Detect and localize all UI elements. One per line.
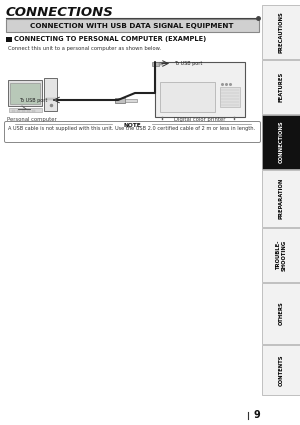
Text: FEATURES: FEATURES [278,72,284,102]
Bar [262,5,300,59]
Bar [262,170,300,227]
Text: CONNECTION WITH USB DATA SIGNAL EQUIPMENT: CONNECTION WITH USB DATA SIGNAL EQUIPMEN… [30,23,234,28]
Text: Digital color printer: Digital color printer [174,117,226,122]
Bar [262,283,300,344]
Bar [262,228,300,282]
Bar [10,83,40,104]
Bar [22,110,25,111]
Bar [27,110,30,111]
Bar [12,110,15,111]
Text: To USB port: To USB port [19,97,47,102]
Bar [44,78,57,111]
FancyBboxPatch shape [4,122,260,142]
Bar [152,62,159,66]
Bar [6,19,259,32]
Bar [115,97,125,102]
Text: NOTE: NOTE [123,123,141,128]
Text: OTHERS: OTHERS [278,302,284,326]
Text: TROUBLE-
SHOOTING: TROUBLE- SHOOTING [276,239,286,271]
Text: To USB port: To USB port [174,60,203,65]
Text: CONNECTING TO PERSONAL COMPUTER (EXAMPLE): CONNECTING TO PERSONAL COMPUTER (EXAMPLE… [14,36,206,42]
Bar [262,115,300,169]
Bar [6,37,11,42]
Text: CONTENTS: CONTENTS [278,354,284,386]
Bar [9,108,42,112]
Bar [262,60,300,114]
Bar [155,62,245,117]
Bar [8,80,42,106]
Bar [160,82,215,112]
Bar [159,62,163,65]
Bar [32,110,35,111]
Bar [220,87,240,107]
Bar [17,110,20,111]
Text: A USB cable is not supplied with this unit. Use the USB 2.0 certified cable of 2: A USB cable is not supplied with this un… [8,126,256,131]
Text: CONNECTIONS: CONNECTIONS [278,121,284,163]
Text: Personal computer: Personal computer [7,117,57,122]
Text: Connect this unit to a personal computer as shown below.: Connect this unit to a personal computer… [8,46,161,51]
Text: CONNECTIONS: CONNECTIONS [6,6,114,19]
Text: 9: 9 [253,411,260,420]
Bar [125,99,137,102]
Bar [46,97,56,100]
Text: PRECAUTIONS: PRECAUTIONS [278,11,284,53]
Bar [262,345,300,395]
Text: PREPARATION: PREPARATION [278,178,284,219]
